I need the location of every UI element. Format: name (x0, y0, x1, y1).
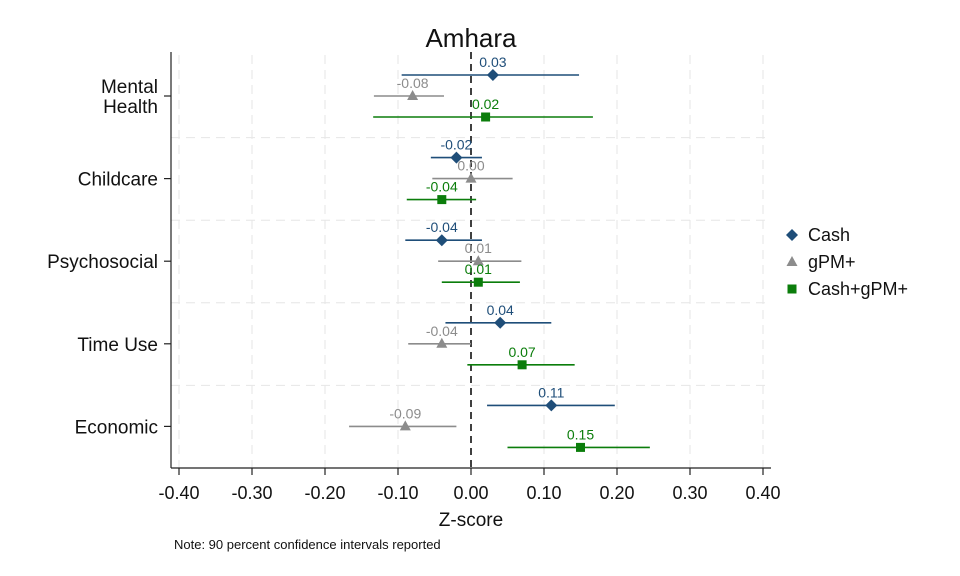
axes: -0.40 -0.30 -0.20 -0.10 0.00 0.10 0.20 0.30 0.40… (47, 52, 781, 503)
point-marker-square (517, 360, 527, 370)
point-marker-square (481, 112, 491, 122)
point-marker-diamond (545, 399, 558, 412)
point-marker-diamond (786, 229, 798, 241)
x-tick-label: 0.00 (453, 483, 488, 503)
x-axis-title: Z-score (439, 510, 503, 531)
point-marker-triangle (465, 172, 477, 183)
data-label: 0.01 (465, 240, 492, 256)
x-tick-label: 0.10 (526, 483, 561, 503)
data-label: 0.07 (508, 344, 535, 360)
series-cash-gpm-: 0.02 -0.04 0.01 0.07 0.15 (373, 96, 650, 452)
data-label: 0.11 (538, 384, 564, 400)
point-marker-diamond (486, 69, 499, 81)
category-label: Psychosocial (47, 252, 158, 273)
category-label: Health (103, 97, 158, 118)
data-label: -0.04 (426, 219, 458, 235)
point-marker-square (576, 442, 585, 452)
x-tick-label: 0.20 (599, 483, 634, 503)
point-marker-triangle (472, 255, 484, 266)
series-gpm-: -0.08 0.00 0.01 -0.04 -0.09 (349, 75, 522, 431)
data-label: -0.02 (440, 137, 472, 153)
chart-title: Amhara (425, 23, 517, 53)
point-marker-triangle (407, 90, 419, 100)
category-label: Mental (101, 77, 158, 98)
point-marker-square (787, 284, 797, 294)
point-marker-triangle (436, 337, 448, 348)
category-label: Time Use (77, 335, 158, 356)
data-label: 0.01 (465, 261, 492, 277)
data-label: 0.15 (567, 426, 594, 442)
legend-label: Cash+gPM+ (808, 279, 908, 299)
legend-item: Cash (786, 225, 850, 245)
x-tick-label: 0.30 (672, 483, 707, 503)
legend-item: Cash+gPM+ (787, 279, 908, 299)
point-marker-triangle (786, 256, 798, 266)
series-layer: 0.03 -0.02 -0.04 0.04 0.11 -0.08 0.00 0.01 -0.04… (349, 54, 650, 452)
footnote: Note: 90 percent confidence intervals re… (174, 537, 441, 552)
legend: Cash gPM+ Cash+gPM+ (786, 225, 908, 299)
legend-label: Cash (808, 225, 850, 245)
point-marker-triangle (399, 420, 411, 431)
legend-label: gPM+ (808, 252, 856, 272)
point-marker-square (437, 195, 447, 205)
category-label: Childcare (78, 170, 158, 191)
data-label: -0.04 (426, 323, 458, 339)
data-label: 0.03 (479, 54, 506, 70)
data-label: 0.02 (472, 96, 499, 112)
data-label: -0.04 (426, 179, 458, 195)
data-label: -0.09 (389, 405, 421, 421)
data-label: 0.00 (457, 158, 484, 174)
data-label: 0.04 (487, 302, 514, 318)
point-marker-square (473, 277, 483, 287)
x-tick-label: -0.10 (377, 483, 418, 503)
x-tick-label: -0.30 (231, 483, 272, 503)
x-tick-label: -0.40 (158, 483, 199, 503)
point-marker-diamond (494, 316, 507, 329)
point-marker-diamond (435, 234, 448, 247)
x-tick-label: -0.20 (304, 483, 345, 503)
legend-item: gPM+ (786, 252, 856, 272)
series-cash: 0.03 -0.02 -0.04 0.04 0.11 (401, 54, 615, 412)
point-marker-diamond (450, 151, 463, 164)
x-tick-label: 0.40 (745, 483, 780, 503)
category-label: Economic (75, 417, 158, 438)
data-label: -0.08 (397, 75, 429, 91)
